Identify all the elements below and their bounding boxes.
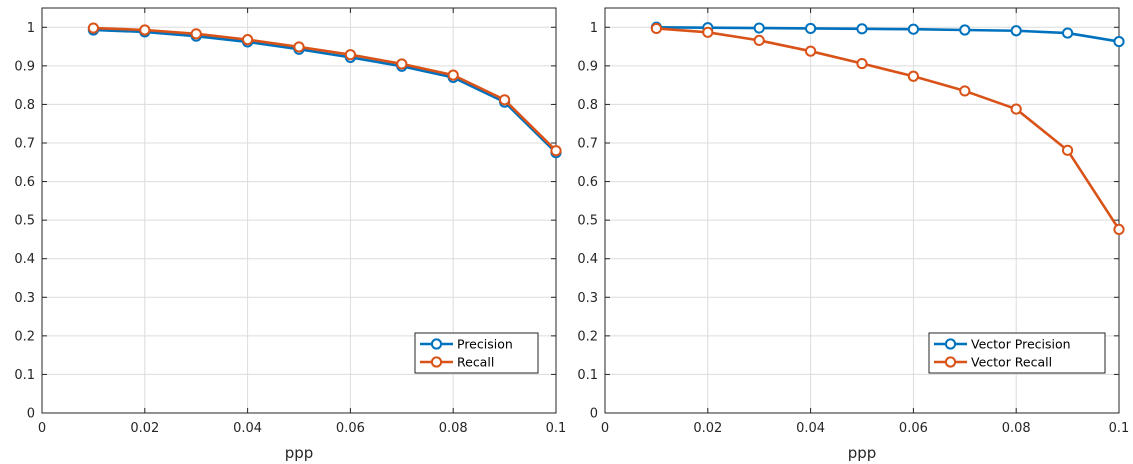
y-tick-label: 0.4 — [14, 252, 35, 267]
data-point — [499, 94, 511, 106]
data-point — [242, 34, 254, 46]
data-point — [959, 24, 971, 36]
data-point — [702, 26, 714, 38]
data-point — [1113, 35, 1125, 48]
data-point — [190, 28, 202, 40]
data-point — [856, 23, 868, 35]
legend-box — [928, 332, 1106, 374]
data-point — [396, 58, 408, 70]
legend: Precision Recall — [414, 332, 539, 374]
legend-swatch-marker — [944, 338, 957, 350]
y-tick-label: 0.3 — [577, 291, 598, 306]
legend-swatch-marker — [944, 356, 957, 368]
x-tick-label: 0.06 — [899, 421, 928, 436]
data-point — [1010, 25, 1022, 37]
x-tick-label: 0.1 — [1109, 421, 1130, 436]
data-point — [805, 45, 817, 57]
y-tick-label: 0.5 — [577, 214, 598, 229]
legend-entry: Precision — [457, 337, 513, 352]
legend-swatch-marker — [430, 356, 443, 368]
y-tick-label: 0.9 — [14, 59, 35, 74]
data-point — [1062, 144, 1074, 156]
x-axis-label: ppp — [848, 444, 877, 462]
y-tick-label: 0.8 — [14, 98, 35, 113]
series-line-2 — [93, 26, 557, 152]
y-tick-label: 0.7 — [14, 137, 35, 152]
chart-1: 0 0.02 0.04 0.06 0.08 0.1 0 0.1 0.2 0.3 0.4 0.5 0.6 0… — [14, 7, 567, 462]
y-tick-label: 0.6 — [14, 175, 35, 190]
x-tick-label: 0.02 — [693, 421, 722, 436]
x-tick-label: 0.04 — [796, 421, 825, 436]
data-point — [447, 69, 459, 81]
series-line-2 — [656, 27, 1121, 231]
y-tick-label: 1 — [27, 21, 35, 36]
y-tick-label: 0.7 — [577, 137, 598, 152]
data-point — [753, 22, 765, 34]
data-point — [907, 23, 920, 35]
data-point — [856, 57, 868, 70]
x-tick-label: 0.02 — [130, 421, 159, 436]
data-point — [1010, 103, 1022, 115]
chart-2: 0 0.02 0.04 0.06 0.08 0.1 0 0.1 0.2 0.3 0.4 0.5 0.6 0… — [577, 7, 1130, 462]
y-tick-label: 0.1 — [577, 368, 598, 383]
x-tick-label: 0.06 — [336, 421, 365, 436]
data-point — [959, 85, 971, 97]
y-tick-label: 0.9 — [577, 59, 598, 74]
data-point — [293, 41, 305, 53]
data-point — [344, 49, 356, 61]
legend-entry: Recall — [457, 355, 494, 370]
data-point — [1062, 27, 1074, 39]
data-point — [650, 22, 663, 35]
y-tick-label: 0 — [590, 407, 598, 422]
series-line-1 — [93, 28, 557, 154]
y-tick-label: 0.4 — [577, 252, 598, 267]
data-point — [87, 22, 100, 34]
y-tick-label: 0.8 — [577, 98, 598, 113]
axes-frame — [41, 7, 557, 414]
y-tick-label: 0.5 — [14, 214, 35, 229]
x-tick-label: 0 — [38, 421, 46, 436]
y-tick-label: 0.2 — [577, 329, 598, 344]
data-point — [907, 70, 920, 82]
data-point — [753, 34, 765, 47]
series-line-1 — [656, 25, 1120, 43]
x-tick-label: 0.1 — [546, 421, 567, 436]
data-point — [1113, 223, 1125, 235]
y-tick-label: 0.1 — [14, 368, 35, 383]
y-tick-label: 0 — [27, 407, 35, 422]
x-tick-label: 0.08 — [439, 421, 468, 436]
x-tick-label: 0.08 — [1002, 421, 1031, 436]
y-tick-label: 0.2 — [14, 329, 35, 344]
axes-frame — [604, 7, 1120, 414]
x-tick-label: 0.04 — [233, 421, 262, 436]
y-tick-label: 0.3 — [14, 291, 35, 306]
legend-entry: Vector Precision — [971, 337, 1071, 352]
y-tick-label: 1 — [590, 21, 598, 36]
legend-swatch-marker — [430, 338, 443, 350]
legend: Vector Precision Vector Recall — [928, 332, 1106, 374]
x-tick-label: 0 — [601, 421, 609, 436]
data-point — [550, 145, 562, 157]
y-tick-label: 0.6 — [577, 175, 598, 190]
data-point — [805, 22, 817, 35]
data-point — [139, 24, 151, 36]
x-axis-label: ppp — [285, 444, 314, 462]
legend-entry: Vector Recall — [971, 355, 1052, 370]
